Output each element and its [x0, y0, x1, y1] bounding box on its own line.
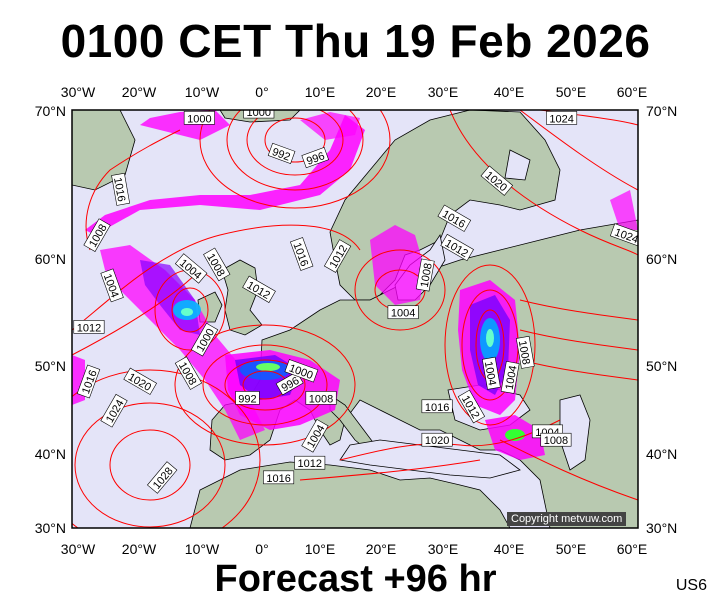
lat-tick-label: 40°N [35, 446, 66, 462]
isobar-label: 1000 [243, 107, 275, 119]
map-frame [71, 109, 639, 529]
lon-tick-label: 20°E [366, 541, 397, 557]
isobar-label: 1004 [500, 360, 520, 394]
lon-tick-label: 30°E [428, 84, 459, 100]
isobar-label: 992 [267, 142, 296, 164]
svg-text:1004: 1004 [391, 308, 415, 320]
svg-text:1000: 1000 [187, 113, 211, 125]
isobar-label: 1004 [387, 305, 419, 320]
lon-tick-label: 10°W [185, 84, 220, 100]
isobar-label: 1016 [263, 470, 295, 485]
isobar-label: 1008 [516, 335, 535, 369]
lat-tick-label: 70°N [646, 103, 677, 119]
isobar-label: 1024 [546, 111, 578, 125]
isobar-label: 1016 [111, 172, 130, 206]
svg-text:1008: 1008 [544, 435, 568, 447]
isobar-label: 1000 [183, 111, 215, 125]
lon-tick-label: 20°W [122, 84, 157, 100]
isobar-label: 1020 [421, 432, 453, 447]
lat-tick-label: 50°N [35, 358, 66, 374]
lon-tick-label: 30°W [61, 541, 96, 557]
svg-text:992: 992 [270, 146, 291, 164]
map-title: 0100 CET Thu 19 Feb 2026 [60, 15, 651, 67]
lon-tick-label: 50°E [556, 541, 587, 557]
svg-text:1004: 1004 [504, 365, 520, 391]
lon-tick-label: 20°W [122, 541, 157, 557]
svg-text:1000: 1000 [247, 107, 271, 119]
lon-tick-label: 20°E [366, 84, 397, 100]
lat-tick-label: 60°N [646, 251, 677, 267]
lat-tick-label: 70°N [35, 103, 66, 119]
isobar-label: 996 [301, 147, 329, 169]
svg-text:1012: 1012 [297, 458, 321, 470]
lat-tick-label: 60°N [35, 251, 66, 267]
isobar-label: 1016 [421, 399, 453, 414]
lon-tick-label: 0° [255, 541, 268, 557]
lon-tick-label: 60°E [617, 84, 648, 100]
axis-ticks: 30°W 30°W 20°W 20°W 10°W 10°W 0° 0° 10°E 10°E 20°E… [35, 84, 678, 557]
lon-tick-label: 50°E [556, 84, 587, 100]
svg-text:1020: 1020 [425, 435, 449, 447]
isobar-label: 1004 [482, 356, 501, 390]
model-label: US6 [675, 577, 707, 594]
svg-text:1024: 1024 [549, 113, 573, 125]
greenland-land [72, 110, 136, 191]
lon-tick-label: 10°E [305, 84, 336, 100]
svg-text:1008: 1008 [309, 393, 333, 405]
svg-text:992: 992 [238, 393, 256, 405]
isobar-label: 1012 [294, 455, 326, 470]
lon-tick-label: 10°W [185, 541, 220, 557]
svg-text:1004: 1004 [482, 360, 498, 386]
isobar-label: 1012 [73, 320, 105, 334]
copyright-label: Copyright metvuw.com [507, 512, 627, 526]
lon-tick-label: 60°E [617, 541, 648, 557]
isobar-label: 1008 [540, 432, 572, 447]
svg-text:1016: 1016 [266, 473, 290, 485]
lon-tick-label: 0° [255, 84, 268, 100]
forecast-label: Forecast +96 hr [214, 558, 497, 600]
white-sea [504, 149, 531, 181]
isobar-label: 992 [235, 391, 260, 405]
svg-text:1016: 1016 [425, 402, 449, 414]
precipitation-shading [72, 110, 638, 460]
isobar-label: 1008 [305, 391, 337, 405]
lat-tick-label: 40°N [646, 446, 677, 462]
svg-text:1008: 1008 [419, 262, 435, 288]
svg-text:996: 996 [305, 150, 326, 168]
lon-tick-label: 40°E [494, 541, 525, 557]
lat-tick-label: 30°N [35, 520, 66, 536]
lon-tick-label: 30°W [61, 84, 96, 100]
lat-tick-label: 50°N [646, 358, 677, 374]
svg-text:1016: 1016 [111, 176, 127, 202]
lon-tick-label: 40°E [494, 84, 525, 100]
isobar-label: 1008 [415, 258, 435, 292]
lon-tick-label: 10°E [305, 541, 336, 557]
svg-text:1008: 1008 [516, 340, 532, 366]
svg-text:1012: 1012 [77, 322, 101, 334]
lon-tick-label: 30°E [428, 541, 459, 557]
lat-tick-label: 30°N [646, 520, 677, 536]
